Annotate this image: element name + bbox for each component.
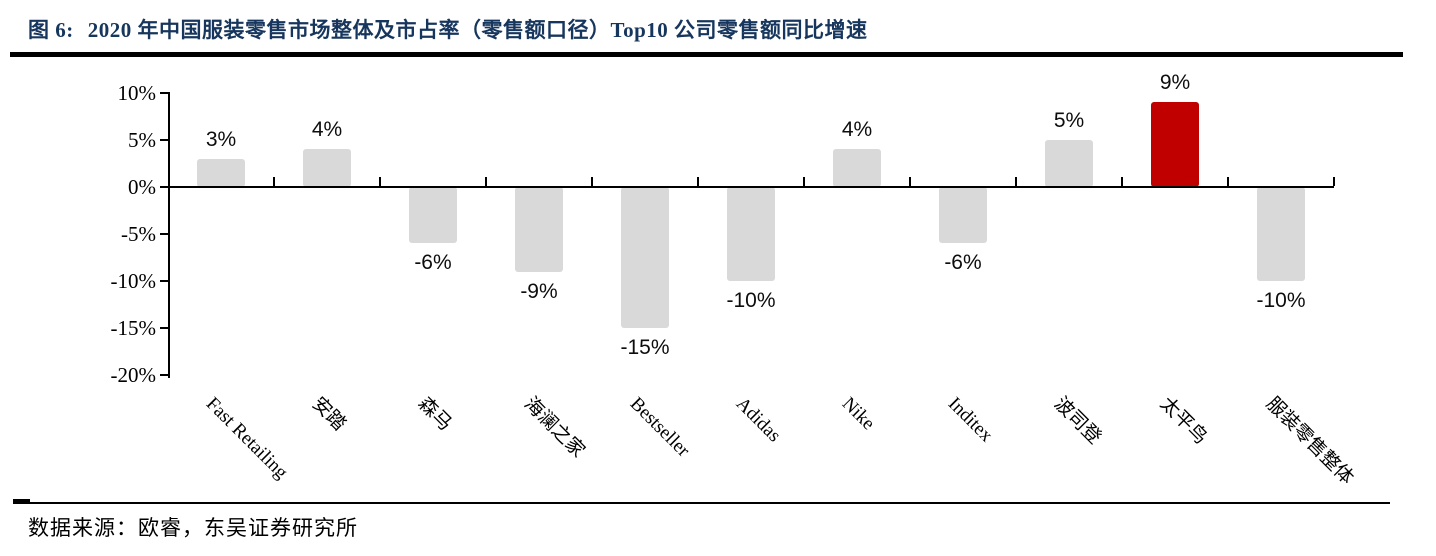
category-label: Bestseller (625, 393, 694, 462)
category-boundary-tick (379, 177, 381, 186)
category-label: Fast Retailing (201, 393, 292, 484)
y-axis-tick-label: -15% (110, 316, 157, 340)
category-label: 波司登 (1049, 393, 1106, 449)
y-axis-tick-label: 5% (128, 128, 156, 152)
category-boundary-tick (803, 177, 805, 186)
bar-8 (939, 187, 987, 244)
x-axis-line (168, 186, 1334, 188)
category-label: 安踏 (307, 393, 350, 436)
bar-value-label: 5% (1053, 109, 1085, 132)
bar-value-label: -10% (1256, 289, 1306, 312)
category-boundary-tick (1121, 177, 1123, 186)
bar-5 (621, 187, 669, 328)
category-label: 海澜之家 (519, 393, 589, 462)
bar-2 (303, 149, 351, 187)
y-axis-tick (160, 280, 168, 282)
footer-divider (13, 502, 1390, 504)
y-axis-tick (160, 327, 168, 329)
bar-value-label: -15% (620, 336, 670, 359)
footer-divider-tab (13, 499, 30, 504)
bar-1 (197, 158, 245, 187)
bar-value-label: 3% (205, 127, 237, 151)
y-axis-tick-label: -10% (110, 269, 157, 293)
category-label: Adidas (731, 393, 785, 447)
bar-6 (727, 187, 775, 281)
figure-header: 图 6: 2020 年中国服装零售市场整体及市占率（零售额口径）Top10 公司零… (28, 14, 868, 44)
figure-title: 2020 年中国服装零售市场整体及市占率（零售额口径）Top10 公司零售额同比… (87, 18, 868, 42)
bar-4 (515, 187, 563, 272)
y-axis-tick-label: 10% (117, 81, 157, 105)
category-boundary-tick (1333, 177, 1335, 186)
y-axis-tick (160, 92, 168, 94)
category-boundary-tick (591, 177, 593, 186)
category-label: Nike (837, 393, 879, 435)
y-axis-tick (160, 233, 168, 235)
bar-10 (1151, 102, 1199, 187)
header-divider (10, 52, 1403, 57)
data-source: 数据来源：欧睿，东吴证券研究所 (28, 516, 358, 540)
bar-9 (1045, 140, 1093, 187)
bar-value-label: -9% (520, 279, 558, 303)
bar-value-label: 9% (1159, 71, 1191, 95)
category-boundary-tick (273, 177, 275, 186)
bar-value-label: 4% (841, 118, 873, 142)
y-axis-tick (160, 374, 168, 376)
y-axis-tick (160, 139, 168, 141)
category-label: 太平鸟 (1155, 393, 1212, 449)
y-axis-tick-label: -20% (110, 363, 157, 387)
y-axis-tick-label: 0% (128, 175, 156, 199)
bar-3 (409, 187, 457, 244)
category-boundary-tick (485, 177, 487, 186)
category-label: Inditex (943, 393, 997, 447)
y-axis-tick-label: -5% (121, 222, 156, 246)
y-axis-line (168, 92, 170, 378)
bar-value-label: 4% (311, 118, 343, 142)
bar-value-label: -6% (944, 251, 982, 275)
category-boundary-tick (1015, 177, 1017, 186)
category-label: 服装零售整体 (1261, 393, 1358, 489)
category-boundary-tick (909, 177, 911, 186)
y-axis-tick (160, 186, 168, 188)
bar-11 (1257, 187, 1305, 281)
figure-number-label: 图 6: (28, 18, 74, 42)
category-boundary-tick (1227, 177, 1229, 186)
category-label: 森马 (413, 393, 456, 436)
bar-value-label: -10% (726, 289, 776, 312)
category-boundary-tick (697, 177, 699, 186)
bar-7 (833, 149, 881, 187)
bar-value-label: -6% (414, 251, 452, 275)
